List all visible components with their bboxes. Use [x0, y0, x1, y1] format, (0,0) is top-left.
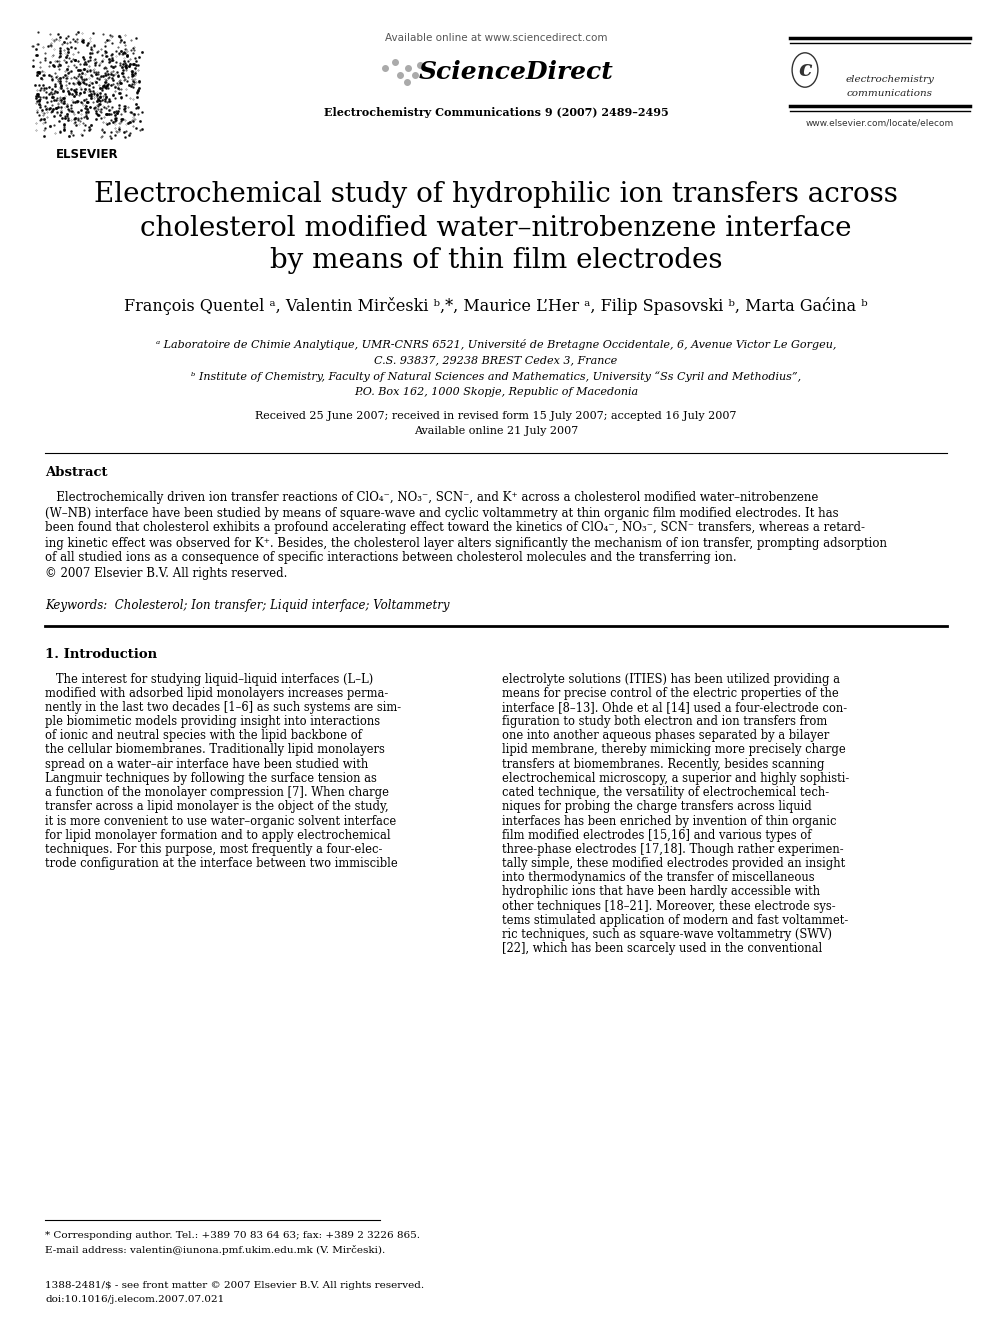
Text: cated technique, the versatility of electrochemical tech-: cated technique, the versatility of elec…	[502, 786, 829, 799]
Text: © 2007 Elsevier B.V. All rights reserved.: © 2007 Elsevier B.V. All rights reserved…	[45, 566, 288, 579]
Text: communications: communications	[847, 89, 933, 98]
Text: www.elsevier.com/locate/elecom: www.elsevier.com/locate/elecom	[806, 119, 954, 127]
Text: a function of the monolayer compression [7]. When charge: a function of the monolayer compression …	[45, 786, 389, 799]
Text: Electrochemistry Communications 9 (2007) 2489–2495: Electrochemistry Communications 9 (2007)…	[323, 106, 669, 118]
Text: means for precise control of the electric properties of the: means for precise control of the electri…	[502, 687, 839, 700]
Text: trode configuration at the interface between two immiscible: trode configuration at the interface bet…	[45, 857, 398, 871]
Text: ScienceDirect: ScienceDirect	[419, 60, 613, 83]
Text: ple biomimetic models providing insight into interactions: ple biomimetic models providing insight …	[45, 716, 380, 728]
Text: 1. Introduction: 1. Introduction	[45, 647, 157, 660]
Text: Electrochemically driven ion transfer reactions of ClO₄⁻, NO₃⁻, SCN⁻, and K⁺ acr: Electrochemically driven ion transfer re…	[45, 492, 818, 504]
Text: Available online 21 July 2007: Available online 21 July 2007	[414, 426, 578, 437]
Text: doi:10.1016/j.elecom.2007.07.021: doi:10.1016/j.elecom.2007.07.021	[45, 1294, 224, 1303]
Text: * Corresponding author. Tel.: +389 70 83 64 63; fax: +389 2 3226 865.: * Corresponding author. Tel.: +389 70 83…	[45, 1232, 420, 1241]
Text: spread on a water–air interface have been studied with: spread on a water–air interface have bee…	[45, 758, 368, 771]
Text: cholesterol modified water–nitrobenzene interface: cholesterol modified water–nitrobenzene …	[140, 214, 852, 242]
Text: electrochemistry: electrochemistry	[845, 75, 934, 85]
Text: nently in the last two decades [1–6] as such systems are sim-: nently in the last two decades [1–6] as …	[45, 701, 401, 714]
Text: interfaces has been enriched by invention of thin organic: interfaces has been enriched by inventio…	[502, 815, 836, 827]
Text: transfer across a lipid monolayer is the object of the study,: transfer across a lipid monolayer is the…	[45, 800, 389, 814]
Text: tally simple, these modified electrodes provided an insight: tally simple, these modified electrodes …	[502, 857, 845, 871]
Text: techniques. For this purpose, most frequently a four-elec-: techniques. For this purpose, most frequ…	[45, 843, 382, 856]
Text: ᵃ Laboratoire de Chimie Analytique, UMR-CNRS 6521, Université de Bretagne Occide: ᵃ Laboratoire de Chimie Analytique, UMR-…	[156, 340, 836, 351]
Text: ing kinetic effect was observed for K⁺. Besides, the cholesterol layer alters si: ing kinetic effect was observed for K⁺. …	[45, 537, 887, 549]
Text: lipid membrane, thereby mimicking more precisely charge: lipid membrane, thereby mimicking more p…	[502, 744, 846, 757]
Text: of ionic and neutral species with the lipid backbone of: of ionic and neutral species with the li…	[45, 729, 362, 742]
Text: c: c	[799, 60, 811, 81]
Text: ric techniques, such as square-wave voltammetry (SWV): ric techniques, such as square-wave volt…	[502, 929, 832, 941]
Text: it is more convenient to use water–organic solvent interface: it is more convenient to use water–organ…	[45, 815, 396, 827]
Text: Keywords:  Cholesterol; Ion transfer; Liquid interface; Voltammetry: Keywords: Cholesterol; Ion transfer; Liq…	[45, 599, 449, 613]
Text: modified with adsorbed lipid monolayers increases perma-: modified with adsorbed lipid monolayers …	[45, 687, 388, 700]
Text: into thermodynamics of the transfer of miscellaneous: into thermodynamics of the transfer of m…	[502, 872, 814, 884]
Text: figuration to study both electron and ion transfers from: figuration to study both electron and io…	[502, 716, 827, 728]
Text: been found that cholesterol exhibits a profound accelerating effect toward the k: been found that cholesterol exhibits a p…	[45, 521, 865, 534]
Text: by means of thin film electrodes: by means of thin film electrodes	[270, 247, 722, 274]
Text: P.O. Box 162, 1000 Skopje, Republic of Macedonia: P.O. Box 162, 1000 Skopje, Republic of M…	[354, 388, 638, 397]
Text: film modified electrodes [15,16] and various types of: film modified electrodes [15,16] and var…	[502, 828, 811, 841]
Text: Abstract: Abstract	[45, 467, 107, 479]
Text: Available online at www.sciencedirect.com: Available online at www.sciencedirect.co…	[385, 33, 607, 44]
Text: 1388-2481/$ - see front matter © 2007 Elsevier B.V. All rights reserved.: 1388-2481/$ - see front matter © 2007 El…	[45, 1281, 425, 1290]
Text: (W–NB) interface have been studied by means of square-wave and cyclic voltammetr: (W–NB) interface have been studied by me…	[45, 507, 838, 520]
Text: Electrochemical study of hydrophilic ion transfers across: Electrochemical study of hydrophilic ion…	[94, 181, 898, 209]
Text: transfers at biomembranes. Recently, besides scanning: transfers at biomembranes. Recently, bes…	[502, 758, 824, 771]
Text: one into another aqueous phases separated by a bilayer: one into another aqueous phases separate…	[502, 729, 829, 742]
Text: of all studied ions as a consequence of specific interactions between cholestero: of all studied ions as a consequence of …	[45, 552, 737, 565]
Text: Langmuir techniques by following the surface tension as: Langmuir techniques by following the sur…	[45, 771, 377, 785]
Text: electrolyte solutions (ITIES) has been utilized providing a: electrolyte solutions (ITIES) has been u…	[502, 672, 840, 685]
Text: electrochemical microscopy, a superior and highly sophisti-: electrochemical microscopy, a superior a…	[502, 771, 849, 785]
Text: hydrophilic ions that have been hardly accessible with: hydrophilic ions that have been hardly a…	[502, 885, 820, 898]
Text: E-mail address: valentin@iunona.pmf.ukim.edu.mk (V. Mirčeski).: E-mail address: valentin@iunona.pmf.ukim…	[45, 1245, 385, 1256]
Text: The interest for studying liquid–liquid interfaces (L–L): The interest for studying liquid–liquid …	[45, 672, 373, 685]
Text: tems stimulated application of modern and fast voltammet-: tems stimulated application of modern an…	[502, 914, 848, 927]
Text: [22], which has been scarcely used in the conventional: [22], which has been scarcely used in th…	[502, 942, 822, 955]
Text: interface [8–13]. Ohde et al [14] used a four-electrode con-: interface [8–13]. Ohde et al [14] used a…	[502, 701, 847, 714]
Text: C.S. 93837, 29238 BREST Cedex 3, France: C.S. 93837, 29238 BREST Cedex 3, France	[374, 355, 618, 365]
Text: three-phase electrodes [17,18]. Though rather experimen-: three-phase electrodes [17,18]. Though r…	[502, 843, 843, 856]
Text: ELSEVIER: ELSEVIER	[57, 148, 119, 161]
Text: ᵇ Institute of Chemistry, Faculty of Natural Sciences and Mathematics, Universit: ᵇ Institute of Chemistry, Faculty of Nat…	[190, 372, 802, 382]
Text: François Quentel ᵃ, Valentin Mirčeski ᵇ,*, Maurice L’Her ᵃ, Filip Spasovski ᵇ, M: François Quentel ᵃ, Valentin Mirčeski ᵇ,…	[124, 296, 868, 315]
Text: Received 25 June 2007; received in revised form 15 July 2007; accepted 16 July 2: Received 25 June 2007; received in revis…	[255, 411, 737, 421]
Text: niques for probing the charge transfers across liquid: niques for probing the charge transfers …	[502, 800, 811, 814]
Text: for lipid monolayer formation and to apply electrochemical: for lipid monolayer formation and to app…	[45, 828, 391, 841]
Text: other techniques [18–21]. Moreover, these electrode sys-: other techniques [18–21]. Moreover, thes…	[502, 900, 835, 913]
Text: the cellular biomembranes. Traditionally lipid monolayers: the cellular biomembranes. Traditionally…	[45, 744, 385, 757]
